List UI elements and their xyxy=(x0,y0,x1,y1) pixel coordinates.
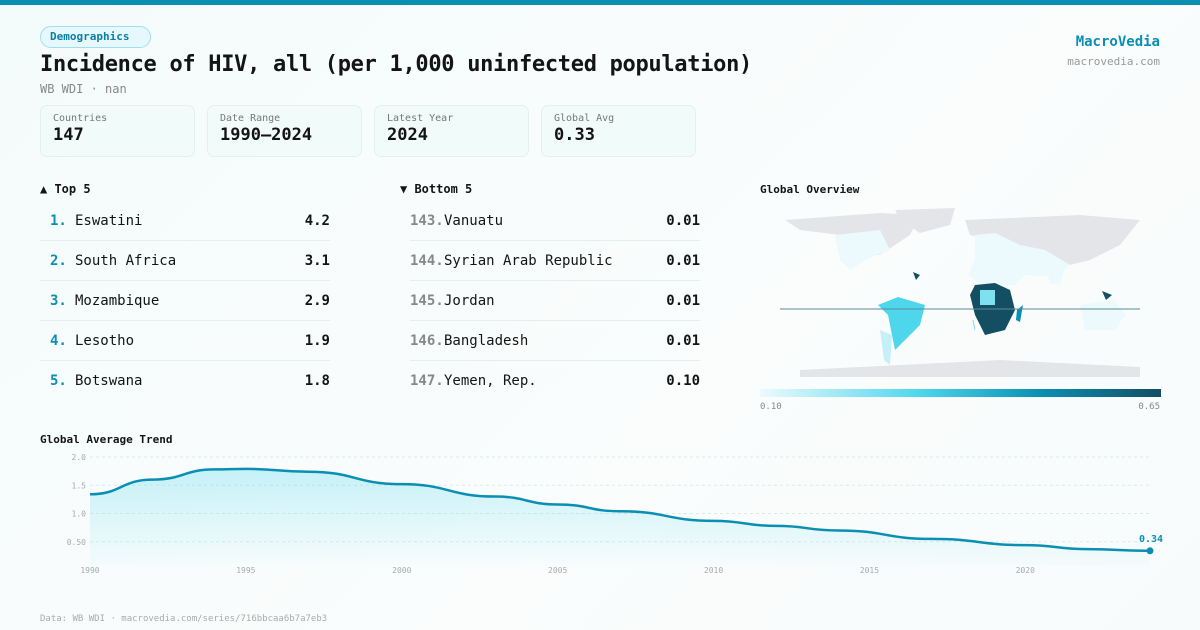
stat-label: Countries xyxy=(53,113,108,124)
brand-name[interactable]: MacroVedia xyxy=(1075,34,1160,50)
stat-value: 147 xyxy=(53,125,84,145)
country-value: 3.1 xyxy=(304,252,330,269)
x-tick-label: 2005 xyxy=(548,566,567,575)
country-value: 1.8 xyxy=(304,373,330,389)
last-value-label: 0.34 xyxy=(1139,534,1163,545)
y-tick-label: 2.0 xyxy=(72,453,87,462)
list-item[interactable]: 146. Bangladesh 0.01 xyxy=(410,321,700,361)
footer-source: Data: WB WDI · macrovedia.com/series/716… xyxy=(40,614,328,624)
stat-date-range: Date Range 1990–2024 xyxy=(207,105,362,157)
country-name: South Africa xyxy=(75,252,177,269)
x-tick-label: 1995 xyxy=(236,566,255,575)
trend-area xyxy=(90,468,1150,565)
country-name: Lesotho xyxy=(75,332,135,349)
stat-label: Date Range xyxy=(220,113,281,124)
rank-number: 3. xyxy=(50,292,67,309)
bottom5-heading: ▼ Bottom 5 xyxy=(400,182,473,196)
stat-label: Latest Year xyxy=(387,113,454,124)
trend-chart: 2.0 1.5 1.0 0.50 1990 1995 2000 2005 2010 2015 202… xyxy=(67,453,1163,575)
stat-latest-year: Latest Year 2024 xyxy=(374,105,529,157)
rank-number: 2. xyxy=(50,252,67,269)
country-name: Bangladesh xyxy=(444,332,529,349)
rank-number: 145. xyxy=(410,292,444,309)
x-tick-label: 2000 xyxy=(392,566,411,575)
country-value: 1.9 xyxy=(304,332,330,349)
country-name: Vanuatu xyxy=(444,212,504,229)
stat-value: 1990–2024 xyxy=(220,125,313,145)
scale-min-label: 0.10 xyxy=(760,402,782,412)
stat-label: Global Avg xyxy=(554,113,615,124)
country-value: 4.2 xyxy=(304,212,330,229)
color-scale-bar xyxy=(760,389,1161,397)
country-value: 0.01 xyxy=(666,292,700,309)
rank-number: 147. xyxy=(410,373,444,389)
list-item[interactable]: 4. Lesotho 1.9 xyxy=(40,321,330,361)
country-value: 0.01 xyxy=(666,332,700,349)
rank-number: 4. xyxy=(50,332,67,349)
country-name: Botswana xyxy=(75,373,143,389)
trend-line xyxy=(89,467,1151,553)
list-item[interactable]: 3. Mozambique 2.9 xyxy=(40,281,330,321)
country-value: 0.10 xyxy=(666,373,700,389)
page-title: Incidence of HIV, all (per 1,000 uninfec… xyxy=(40,52,752,77)
x-tick-label: 2020 xyxy=(1016,566,1035,575)
stat-value: 2024 xyxy=(387,125,428,145)
list-item[interactable]: 2. South Africa 3.1 xyxy=(40,241,330,281)
stat-global-avg: Global Avg 0.33 xyxy=(541,105,696,157)
country-value: 2.9 xyxy=(304,292,330,309)
rank-number: 5. xyxy=(50,373,67,389)
x-tick-label: 1990 xyxy=(80,566,99,575)
bottom5-list: 143. Vanuatu 0.01 144. Syrian Arab Republic 0… xyxy=(410,201,700,401)
list-item[interactable]: 147. Yemen, Rep. 0.10 xyxy=(410,361,700,401)
country-name: Syrian Arab Republic xyxy=(444,252,613,269)
world-map[interactable] xyxy=(780,205,1140,380)
top5-heading: ▲ Top 5 xyxy=(40,182,91,196)
list-item[interactable]: 145. Jordan 0.01 xyxy=(410,281,700,321)
last-point-marker xyxy=(1146,547,1154,555)
list-item[interactable]: 143. Vanuatu 0.01 xyxy=(410,201,700,241)
rank-number: 1. xyxy=(50,212,67,229)
top-accent-bar xyxy=(0,0,1200,5)
y-tick-label: 0.50 xyxy=(67,538,86,547)
rank-number: 143. xyxy=(410,212,444,229)
stat-countries: Countries 147 xyxy=(40,105,195,157)
top5-list: 1. Eswatini 4.2 2. South Africa 3.1 3. Mozambiq… xyxy=(40,201,330,401)
country-name: Eswatini xyxy=(75,212,143,229)
list-item[interactable]: 144. Syrian Arab Republic 0.01 xyxy=(410,241,700,281)
country-value: 0.01 xyxy=(666,212,700,229)
map-heading: Global Overview xyxy=(760,183,860,196)
y-tick-label: 1.5 xyxy=(72,481,87,490)
country-name: Jordan xyxy=(444,292,495,309)
category-badge[interactable]: Demographics xyxy=(40,26,152,48)
brand-url[interactable]: macrovedia.com xyxy=(1067,55,1160,68)
x-tick-label: 2015 xyxy=(860,566,879,575)
rank-number: 144. xyxy=(410,252,444,269)
scale-max-label: 0.65 xyxy=(1138,402,1160,412)
land-data xyxy=(835,230,1125,365)
stat-value: 0.33 xyxy=(554,125,595,145)
country-name: Yemen, Rep. xyxy=(444,373,537,389)
rank-number: 146. xyxy=(410,332,444,349)
list-item[interactable]: 1. Eswatini 4.2 xyxy=(40,201,330,241)
country-value: 0.01 xyxy=(666,252,700,269)
trend-heading: Global Average Trend xyxy=(40,433,173,446)
land-no-data xyxy=(785,208,1140,377)
country-name: Mozambique xyxy=(75,292,160,309)
y-tick-label: 1.0 xyxy=(72,510,87,519)
list-item[interactable]: 5. Botswana 1.8 xyxy=(40,361,330,401)
page-subtitle: WB WDI · nan xyxy=(40,82,127,96)
x-tick-label: 2010 xyxy=(704,566,723,575)
